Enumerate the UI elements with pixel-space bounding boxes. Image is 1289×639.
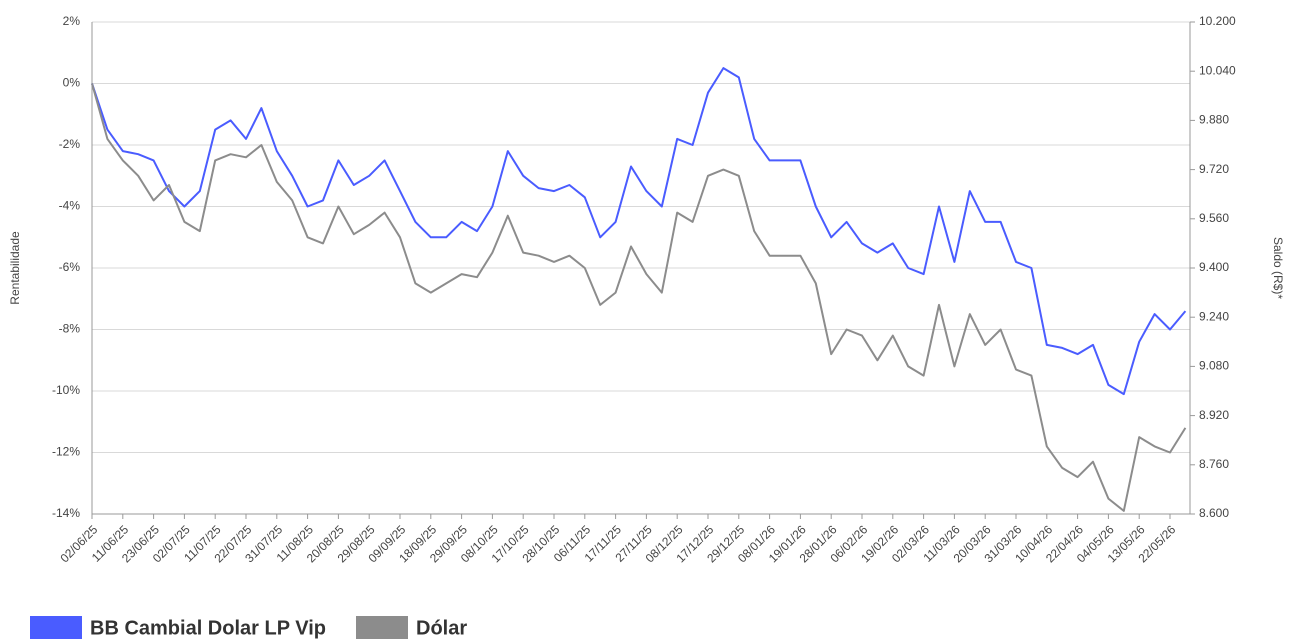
y2-tick-label: 8.920 — [1199, 408, 1229, 422]
y-tick-label: -4% — [59, 199, 81, 213]
y2-tick-label: 8.760 — [1199, 457, 1229, 471]
y-tick-label: 2% — [63, 14, 81, 28]
legend-label: Dólar — [416, 617, 467, 639]
y-tick-label: -2% — [59, 137, 81, 151]
y-tick-label: -6% — [59, 260, 81, 274]
y-axis-title: Rentabilidade — [8, 231, 22, 305]
y-tick-label: -10% — [52, 383, 80, 397]
y2-tick-label: 10.200 — [1199, 14, 1236, 28]
y2-tick-label: 9.720 — [1199, 162, 1229, 176]
y2-tick-label: 9.400 — [1199, 260, 1229, 274]
y-tick-label: -8% — [59, 322, 81, 336]
y2-tick-label: 9.240 — [1199, 309, 1229, 323]
y-tick-label: 0% — [63, 76, 81, 90]
y2-tick-label: 8.600 — [1199, 506, 1229, 520]
legend-swatch — [30, 616, 82, 639]
y2-tick-label: 9.080 — [1199, 359, 1229, 373]
series-line — [91, 83, 1187, 512]
series-line — [91, 67, 1187, 396]
y2-tick-label: 9.880 — [1199, 113, 1229, 127]
y2-tick-label: 10.040 — [1199, 63, 1236, 77]
y-tick-label: -14% — [52, 506, 80, 520]
y2-tick-label: 9.560 — [1199, 211, 1229, 225]
legend-label: BB Cambial Dolar LP Vip — [90, 617, 326, 639]
legend-swatch — [356, 616, 408, 639]
y-tick-label: -12% — [52, 445, 80, 459]
y2-axis-title: Saldo (R$)* — [1271, 237, 1285, 299]
